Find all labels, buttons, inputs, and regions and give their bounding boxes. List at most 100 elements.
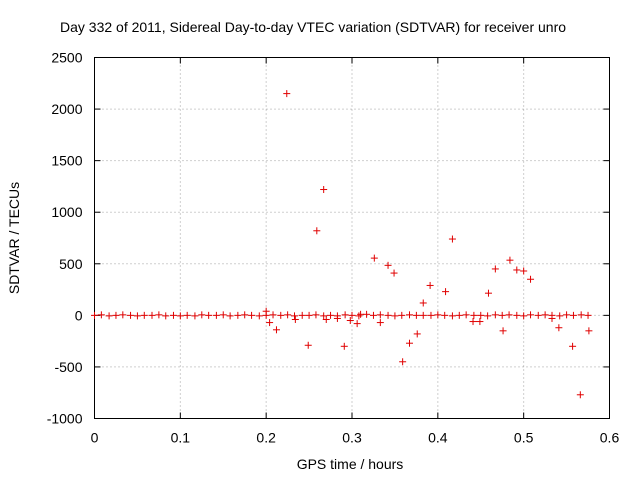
- data-point: [255, 312, 263, 320]
- data-point: [384, 311, 392, 319]
- x-tick-label: 0.2: [256, 430, 276, 446]
- data-point: [284, 311, 292, 319]
- y-tick-label: -1000: [47, 411, 83, 427]
- data-point: [248, 311, 256, 319]
- x-tick-label: 0.4: [428, 430, 448, 446]
- data-point: [370, 254, 378, 262]
- data-point: [448, 235, 456, 243]
- data-point: [348, 311, 356, 319]
- data-point: [369, 311, 377, 319]
- data-point: [470, 311, 478, 319]
- x-tick-label: 0.1: [171, 430, 191, 446]
- data-point: [499, 327, 507, 335]
- data-point: [327, 311, 335, 319]
- data-point: [434, 311, 442, 319]
- data-point: [419, 299, 427, 307]
- data-point: [283, 90, 291, 98]
- data-point: [520, 267, 528, 275]
- data-point: [427, 311, 435, 319]
- data-points: [91, 90, 593, 399]
- data-point: [505, 311, 513, 319]
- data-point: [169, 311, 177, 319]
- data-point: [119, 311, 127, 319]
- data-point: [112, 311, 120, 319]
- data-point: [277, 311, 285, 319]
- chart-title: Day 332 of 2011, Sidereal Day-to-day VTE…: [60, 19, 566, 35]
- data-point: [391, 312, 399, 320]
- x-tick-label: 0.5: [514, 430, 534, 446]
- y-tick-label: 500: [59, 256, 83, 272]
- y-tick-labels: -1000 -500 0 500 1000 1500 2000 2500: [47, 50, 83, 427]
- data-point: [462, 311, 470, 319]
- data-point: [320, 186, 328, 194]
- data-point: [398, 311, 406, 319]
- data-point: [584, 311, 592, 319]
- data-point: [376, 311, 384, 319]
- data-point: [304, 341, 312, 349]
- data-point: [357, 310, 365, 318]
- data-point: [455, 311, 463, 319]
- data-point: [198, 311, 206, 319]
- data-point: [333, 314, 341, 322]
- data-point: [491, 311, 499, 319]
- data-point: [484, 312, 492, 320]
- data-point: [133, 312, 141, 320]
- data-point: [298, 311, 306, 319]
- data-point: [469, 318, 477, 326]
- data-point: [376, 319, 384, 327]
- data-point: [313, 227, 321, 235]
- data-point: [441, 311, 449, 319]
- data-point: [413, 330, 421, 338]
- data-point: [340, 342, 348, 350]
- data-point: [262, 307, 270, 315]
- data-point: [353, 320, 361, 328]
- data-point: [577, 311, 585, 319]
- data-point: [226, 312, 234, 320]
- data-point: [527, 275, 535, 283]
- y-tick-label: 2000: [51, 101, 82, 117]
- data-point: [234, 311, 242, 319]
- data-point: [534, 311, 542, 319]
- data-point: [363, 310, 371, 318]
- y-tick-label: 2500: [51, 50, 82, 66]
- data-point: [127, 311, 135, 319]
- data-point: [105, 312, 113, 320]
- data-point: [320, 312, 328, 320]
- y-tick-label: 0: [75, 307, 83, 323]
- data-point: [219, 311, 227, 319]
- x-tick-labels: 0 0.1 0.2 0.3 0.4 0.5 0.6: [91, 430, 620, 446]
- x-tick-label: 0.6: [600, 430, 620, 446]
- data-point: [476, 318, 484, 326]
- data-point: [390, 269, 398, 277]
- data-point: [527, 311, 535, 319]
- data-point: [506, 256, 514, 264]
- data-point: [498, 311, 506, 319]
- data-point: [191, 312, 199, 320]
- data-point: [269, 311, 277, 319]
- data-point: [569, 342, 577, 350]
- data-point: [569, 311, 577, 319]
- data-point: [212, 311, 220, 319]
- data-point: [305, 311, 313, 319]
- data-point: [241, 311, 249, 319]
- data-point: [491, 265, 499, 273]
- data-point: [563, 311, 571, 319]
- data-point: [406, 339, 414, 347]
- data-point: [176, 312, 184, 320]
- x-axis-label: GPS time / hours: [297, 456, 404, 472]
- data-point: [355, 312, 363, 320]
- data-point: [290, 312, 298, 320]
- data-point: [520, 312, 528, 320]
- data-point: [484, 289, 492, 297]
- data-point: [513, 311, 521, 319]
- data-point: [412, 311, 420, 319]
- data-point: [442, 288, 450, 296]
- data-point: [272, 326, 280, 334]
- data-point: [312, 311, 320, 319]
- data-point: [322, 315, 330, 323]
- data-point: [341, 311, 349, 319]
- data-point: [140, 311, 148, 319]
- data-point: [205, 311, 213, 319]
- data-point: [419, 311, 427, 319]
